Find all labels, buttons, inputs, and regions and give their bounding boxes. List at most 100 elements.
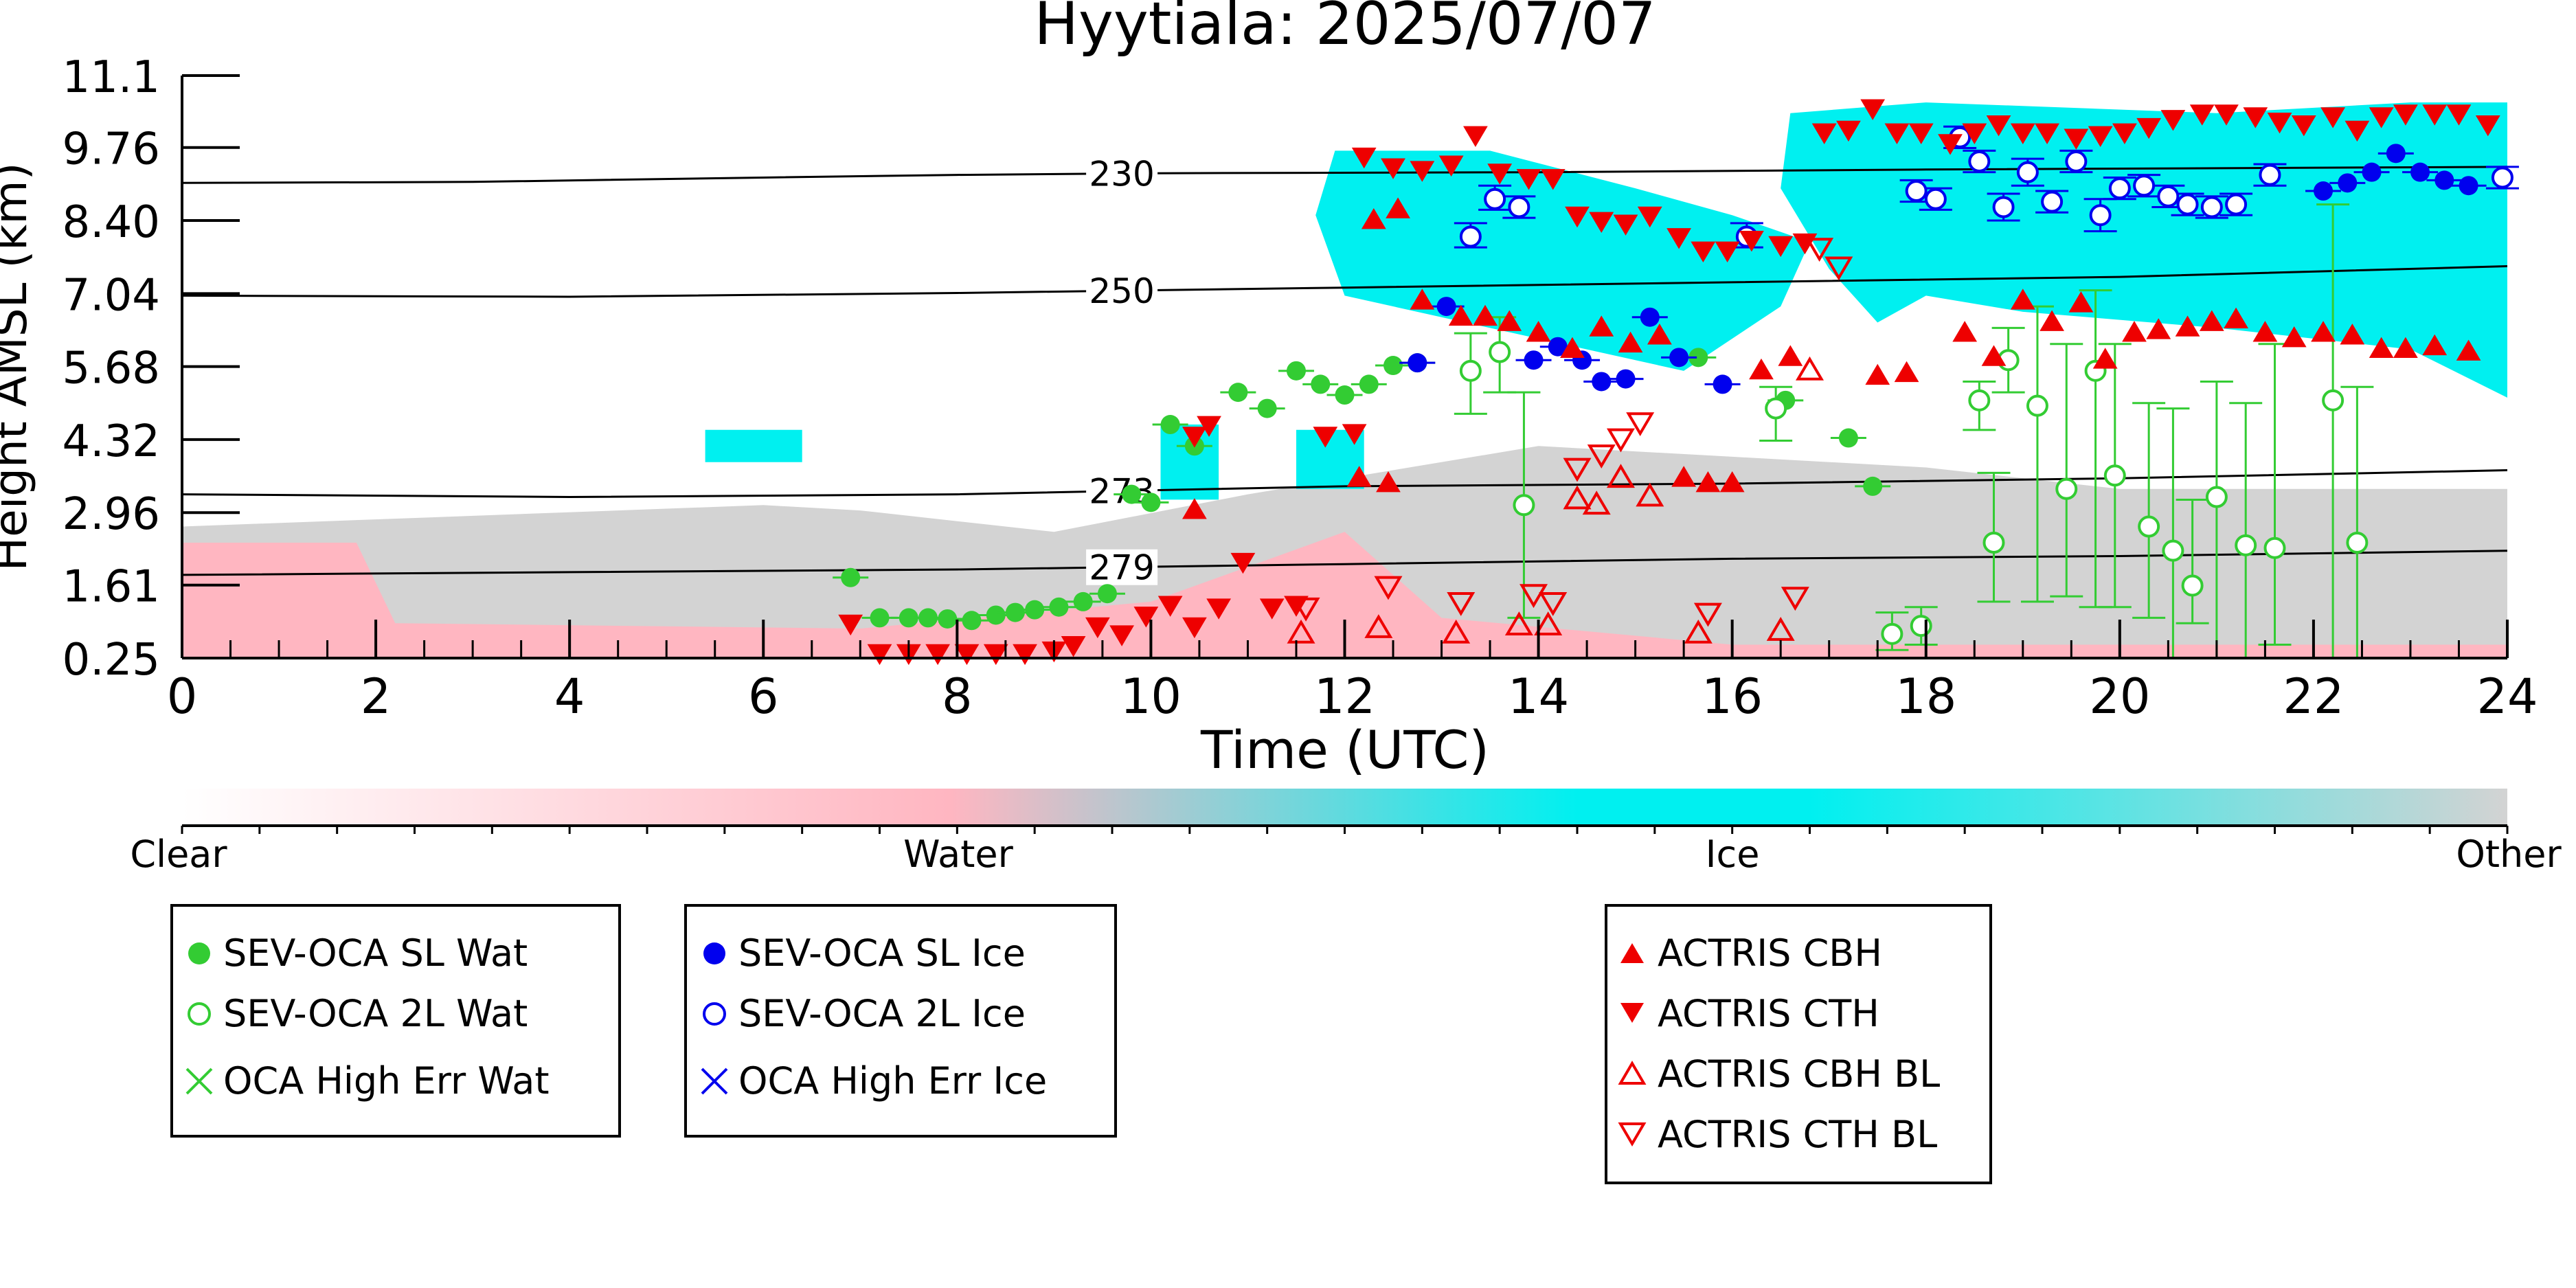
data-point: [1109, 625, 1134, 646]
data-point: [1968, 150, 1991, 173]
data-point: [1122, 484, 1142, 504]
data-point: [1259, 598, 1285, 620]
legend-label-cbh-bl: ACTRIS CBH BL: [1658, 1052, 1940, 1096]
colorbar-label-clear: Clear: [130, 833, 227, 876]
data-point: [2291, 115, 2316, 137]
data-point: [1459, 225, 1482, 248]
data-point: [1719, 471, 1745, 493]
x-tick-label: 0: [167, 668, 198, 725]
data-point: [1924, 188, 1947, 210]
data-point: [1865, 363, 1890, 385]
chart-title: Hyytiala: 2025/07/07: [1034, 0, 1656, 58]
legend-marker-sl-wat: [188, 942, 210, 964]
cloud-region-water-0: [182, 532, 2507, 658]
series-layer: [833, 99, 2519, 666]
data-point: [1749, 358, 1774, 380]
isotherm-line-250: [181, 265, 2508, 298]
data-point: [1684, 619, 1713, 644]
data-point: [1284, 596, 1309, 617]
x-tick-label: 4: [554, 668, 585, 725]
data-point: [2108, 177, 2131, 200]
data-point: [1484, 188, 1506, 210]
error-bar: [2176, 498, 2209, 624]
data-point: [1346, 466, 1372, 487]
legend-ice-box: [684, 904, 1117, 1138]
data-point: [2281, 326, 2307, 348]
data-point: [2136, 117, 2162, 139]
data-point: [1626, 412, 1655, 437]
data-point: [1286, 361, 1306, 381]
data-point: [1968, 389, 1991, 411]
data-point: [1374, 576, 1403, 600]
data-point: [1508, 196, 1530, 218]
data-point: [1606, 428, 1635, 453]
data-point: [1884, 123, 1910, 145]
data-point: [1713, 374, 1732, 394]
data-point: [1311, 374, 1331, 394]
data-point: [962, 611, 982, 631]
legend-label-cbh: ACTRIS CBH: [1658, 931, 1882, 975]
data-point: [1863, 476, 1883, 496]
data-point: [2340, 324, 2365, 345]
data-point: [2393, 104, 2418, 126]
cloud-region-ice-2: [1296, 429, 1364, 489]
series-actris-cth-bl: [1291, 238, 1853, 627]
error-bar: [2132, 402, 2166, 619]
data-point: [2491, 166, 2513, 189]
data-point: [1228, 383, 1248, 403]
data-point: [2157, 185, 2180, 207]
data-point: [1811, 123, 1837, 145]
data-point: [1025, 600, 1045, 620]
data-point: [1073, 591, 1093, 611]
data-point: [1206, 598, 1232, 620]
data-point: [1381, 158, 1405, 179]
series-sev-oca-2l-ice: [1454, 125, 2519, 249]
data-point: [2322, 389, 2345, 411]
data-point: [1539, 592, 1568, 616]
data-point: [2138, 515, 2160, 538]
data-point: [1563, 485, 1592, 510]
data-point: [1616, 369, 1636, 389]
legend-ice: SEV-OCA SL Ice SEV-OCA 2L Ice OCA High E…: [684, 904, 1117, 1138]
x-tick-label: 22: [2283, 668, 2344, 725]
data-point: [1133, 607, 1159, 628]
data-point: [2176, 193, 2199, 216]
data-point: [1824, 256, 1853, 281]
data-point: [1160, 415, 1180, 435]
data-point: [2010, 289, 2035, 310]
data-point: [1257, 398, 1277, 418]
data-point: [1487, 163, 1513, 185]
data-point: [2200, 196, 2223, 218]
isotherm-label-250: 250: [1089, 271, 1154, 311]
data-point: [2026, 394, 2048, 417]
data-point: [1447, 592, 1476, 616]
legend-label-higherr-wat: OCA High Err Wat: [223, 1059, 550, 1103]
data-point: [1992, 196, 2015, 218]
data-point: [1085, 617, 1110, 639]
data-point: [1765, 397, 1787, 420]
data-point: [2346, 531, 2369, 554]
data-point: [1548, 337, 1568, 357]
x-tick-label: 24: [2476, 668, 2538, 725]
x-tick-label: 18: [1895, 668, 1956, 725]
data-point: [1636, 482, 1664, 507]
series-actris-cbh: [1182, 197, 2481, 519]
data-point: [841, 567, 861, 587]
colorbar-gradient: [182, 789, 2507, 826]
legend-marker-cbh: [1620, 943, 1644, 963]
data-point: [2243, 107, 2268, 128]
data-point: [938, 609, 958, 629]
data-point: [1540, 169, 1566, 190]
colorbar-label-other: Other: [2456, 833, 2562, 876]
data-point: [2040, 310, 2064, 331]
legend-marker-sl-ice: [703, 942, 725, 964]
legend-marker-2l-wat: [188, 1002, 211, 1026]
y-tick-label: 1.61: [63, 562, 161, 613]
x-tick-label: 10: [1120, 668, 1182, 725]
x-tick-label: 2: [361, 668, 392, 725]
data-point: [1908, 123, 1934, 145]
data-point: [1497, 310, 1522, 331]
data-point: [2205, 486, 2228, 508]
data-point: [1881, 622, 1903, 645]
legend-actris: ACTRIS CBH ACTRIS CTH ACTRIS CBH BL ACTR…: [1605, 904, 1992, 1184]
